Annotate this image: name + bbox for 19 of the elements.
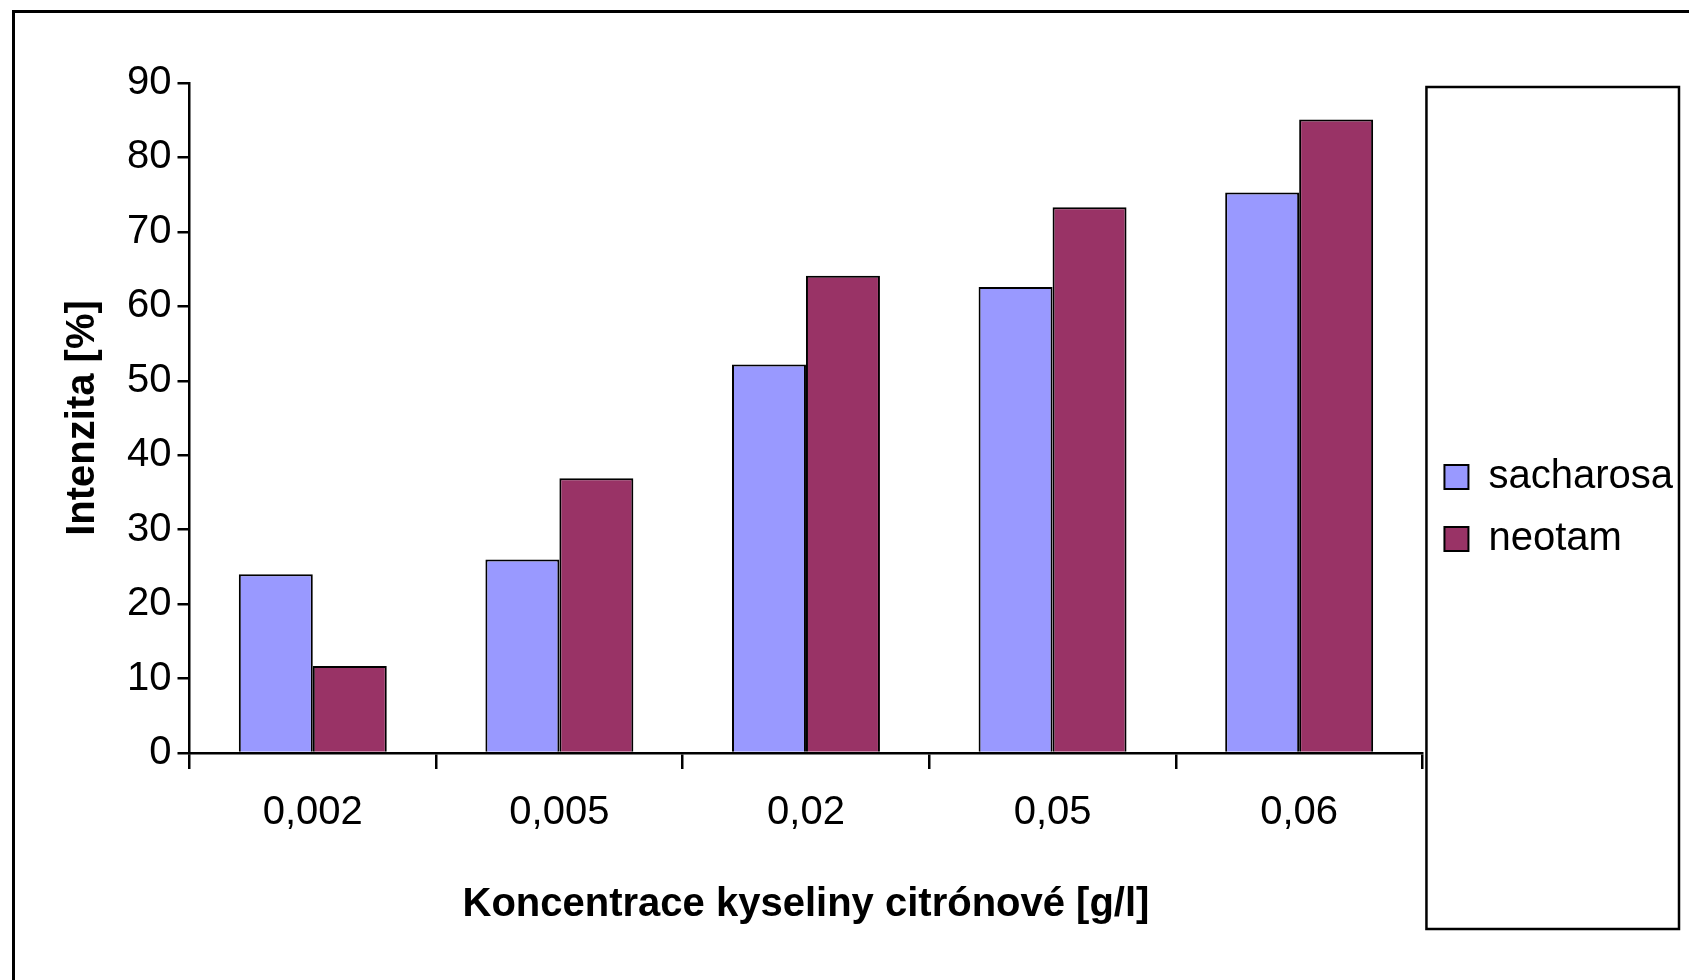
x-tick-label: 0,005 (509, 788, 610, 833)
x-axis-title: Koncentrace kyseliny citrónové [g/l] (462, 880, 1150, 925)
x-tick-label: 0,02 (767, 788, 845, 833)
y-tick-label: 70 (126, 206, 172, 251)
y-tick-label: 80 (126, 132, 172, 177)
y-tick-label: 20 (126, 579, 172, 624)
y-tick-label: 30 (126, 504, 172, 549)
x-tick-label: 0,06 (1260, 788, 1339, 833)
x-tick-label: 0,002 (262, 788, 363, 833)
y-tick-label: 60 (126, 281, 172, 326)
y-tick-label: 40 (126, 430, 172, 475)
legend-label: neotam (1488, 514, 1622, 559)
y-tick-label: 10 (126, 653, 172, 698)
legend-label: sacharosa (1488, 452, 1674, 497)
y-tick-label: 50 (126, 355, 172, 400)
y-axis-title: Intenzita [%] (58, 300, 103, 536)
y-tick-label: 0 (149, 728, 172, 773)
x-tick-label: 0,05 (1013, 788, 1092, 833)
y-tick-label: 90 (126, 58, 172, 103)
